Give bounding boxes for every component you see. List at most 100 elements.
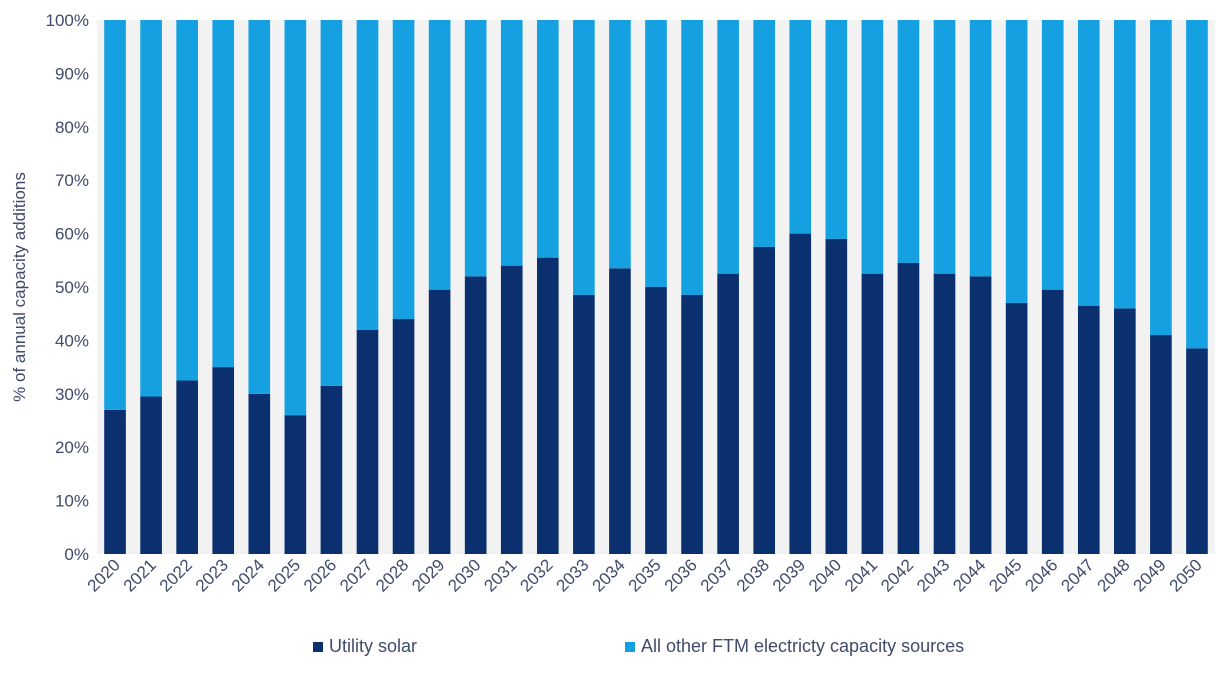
bar-other-sources: [645, 20, 667, 287]
bar-other-sources: [717, 20, 739, 274]
x-tick-label: 2049: [1130, 555, 1170, 595]
legend: Utility solar All other FTM electricty c…: [0, 636, 1216, 662]
bar-utility-solar: [609, 268, 631, 554]
bar-other-sources: [212, 20, 235, 368]
bar-utility-solar: [969, 276, 992, 554]
x-tick-label: 2036: [661, 555, 701, 595]
bar-other-sources: [464, 20, 487, 277]
bar-utility-solar: [789, 233, 812, 554]
bar-utility-solar: [320, 385, 343, 554]
bar-utility-solar: [1077, 305, 1100, 554]
bar-other-sources: [1150, 20, 1172, 336]
x-tick-label: 2028: [372, 555, 412, 595]
x-tick-label: 2033: [553, 555, 593, 595]
x-tick-label: 2039: [769, 555, 809, 595]
bar-utility-solar: [140, 396, 162, 554]
bar-other-sources: [140, 20, 162, 397]
bar-utility-solar: [681, 295, 703, 554]
x-tick-label: 2027: [336, 555, 376, 595]
bar-other-sources: [1077, 20, 1100, 306]
bar-other-sources: [1041, 20, 1064, 290]
bar-utility-solar: [717, 273, 739, 554]
bar-other-sources: [825, 20, 848, 239]
x-tick-label: 2023: [192, 555, 232, 595]
x-tick-label: 2037: [697, 555, 737, 595]
y-tick-label: 0%: [64, 545, 89, 564]
y-tick-label: 80%: [55, 118, 89, 137]
bar-other-sources: [392, 20, 415, 320]
x-tick-label: 2050: [1166, 555, 1206, 595]
x-tick-label: 2020: [84, 555, 124, 595]
bar-other-sources: [500, 20, 523, 266]
legend-item-utility-solar: Utility solar: [313, 636, 417, 657]
bar-other-sources: [897, 20, 920, 263]
bar-other-sources: [320, 20, 343, 386]
x-tick-label: 2043: [913, 555, 953, 595]
bar-utility-solar: [861, 273, 884, 554]
x-tick-label: 2026: [300, 555, 340, 595]
bar-other-sources: [284, 20, 307, 416]
y-tick-label: 90%: [55, 64, 89, 83]
bar-utility-solar: [645, 287, 667, 554]
x-tick-label: 2034: [589, 555, 629, 595]
bar-utility-solar: [500, 265, 523, 554]
x-tick-label: 2024: [228, 555, 268, 595]
y-tick-label: 40%: [55, 331, 89, 350]
bar-other-sources: [789, 20, 812, 234]
y-tick-label: 50%: [55, 278, 89, 297]
bar-utility-solar: [1005, 303, 1028, 554]
bar-utility-solar: [897, 262, 920, 554]
bar-utility-solar: [573, 295, 595, 554]
legend-label-other-sources: All other FTM electricty capacity source…: [641, 636, 965, 656]
y-axis-title: % of annual capacity additions: [10, 172, 29, 402]
bar-other-sources: [428, 20, 451, 290]
bar-other-sources: [104, 20, 126, 410]
bar-other-sources: [969, 20, 992, 277]
bar-other-sources: [248, 20, 271, 394]
bar-utility-solar: [176, 380, 198, 554]
bar-utility-solar: [356, 329, 379, 554]
x-tick-label: 2042: [877, 555, 917, 595]
legend-swatch-utility-solar: [313, 641, 323, 652]
bar-other-sources: [536, 20, 559, 258]
bar-other-sources: [609, 20, 631, 269]
legend-item-other-sources: All other FTM electricty capacity source…: [625, 636, 964, 657]
y-tick-label: 10%: [55, 492, 89, 511]
bar-utility-solar: [104, 409, 126, 554]
x-tick-label: 2031: [480, 555, 520, 595]
bar-utility-solar: [825, 238, 848, 554]
bar-utility-solar: [753, 246, 776, 554]
bar-utility-solar: [933, 273, 956, 554]
bar-utility-solar: [212, 367, 235, 554]
bar-other-sources: [1005, 20, 1028, 304]
x-tick-label: 2030: [444, 555, 484, 595]
y-tick-label: 100%: [46, 11, 89, 30]
bar-utility-solar: [536, 257, 559, 554]
x-tick-label: 2029: [408, 555, 448, 595]
bar-other-sources: [1186, 20, 1208, 349]
x-tick-label: 2025: [264, 555, 304, 595]
legend-swatch-other-sources: [625, 641, 635, 652]
y-tick-label: 20%: [55, 438, 89, 457]
x-tick-label: 2022: [156, 555, 196, 595]
bar-utility-solar: [1186, 348, 1208, 554]
bar-utility-solar: [1041, 289, 1064, 554]
bar-other-sources: [1114, 20, 1136, 309]
x-tick-label: 2044: [949, 555, 989, 595]
y-tick-label: 60%: [55, 225, 89, 244]
bar-other-sources: [573, 20, 595, 296]
x-tick-label: 2040: [805, 555, 845, 595]
x-tick-label: 2038: [733, 555, 773, 595]
bar-other-sources: [933, 20, 956, 274]
bar-other-sources: [356, 20, 379, 330]
bar-other-sources: [753, 20, 776, 247]
bar-utility-solar: [392, 319, 415, 554]
x-tick-label: 2032: [516, 555, 556, 595]
bar-utility-solar: [284, 415, 307, 554]
x-tick-label: 2047: [1057, 555, 1097, 595]
x-tick-label: 2041: [841, 555, 881, 595]
bar-other-sources: [176, 20, 198, 381]
x-tick-label: 2048: [1093, 555, 1133, 595]
bar-utility-solar: [464, 276, 487, 554]
